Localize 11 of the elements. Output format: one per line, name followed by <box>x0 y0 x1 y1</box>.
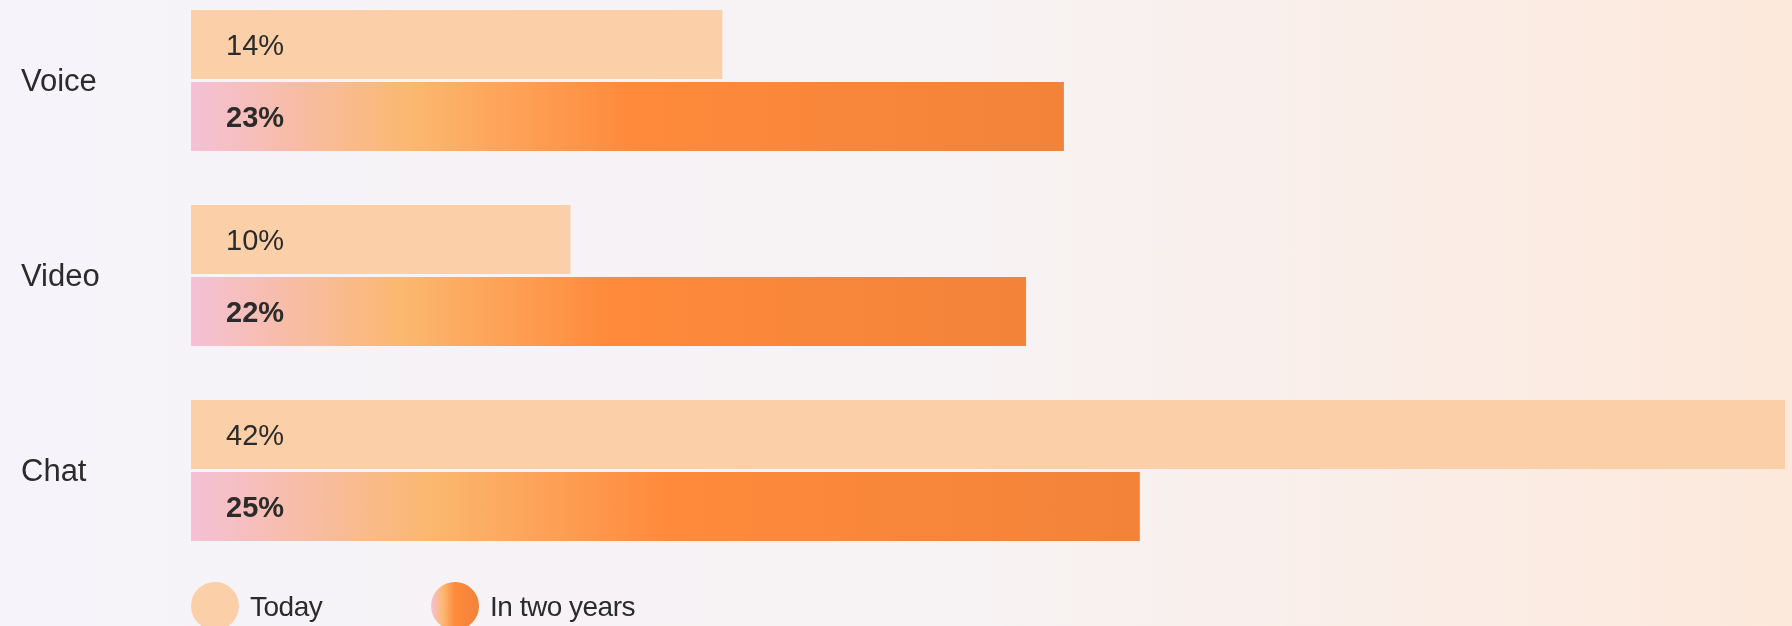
data-label: 42% <box>226 418 285 451</box>
y-tick-label: Chat <box>21 453 87 489</box>
data-label: 23% <box>226 100 285 133</box>
data-label: 25% <box>226 490 285 523</box>
data-label: 22% <box>226 295 285 328</box>
data-label: 14% <box>226 28 285 61</box>
data-label: 10% <box>226 223 285 256</box>
y-tick-label: Voice <box>21 63 97 99</box>
legend-label: Today <box>250 590 323 622</box>
legend-label: In two years <box>490 590 635 622</box>
y-tick-label: Video <box>21 258 100 294</box>
